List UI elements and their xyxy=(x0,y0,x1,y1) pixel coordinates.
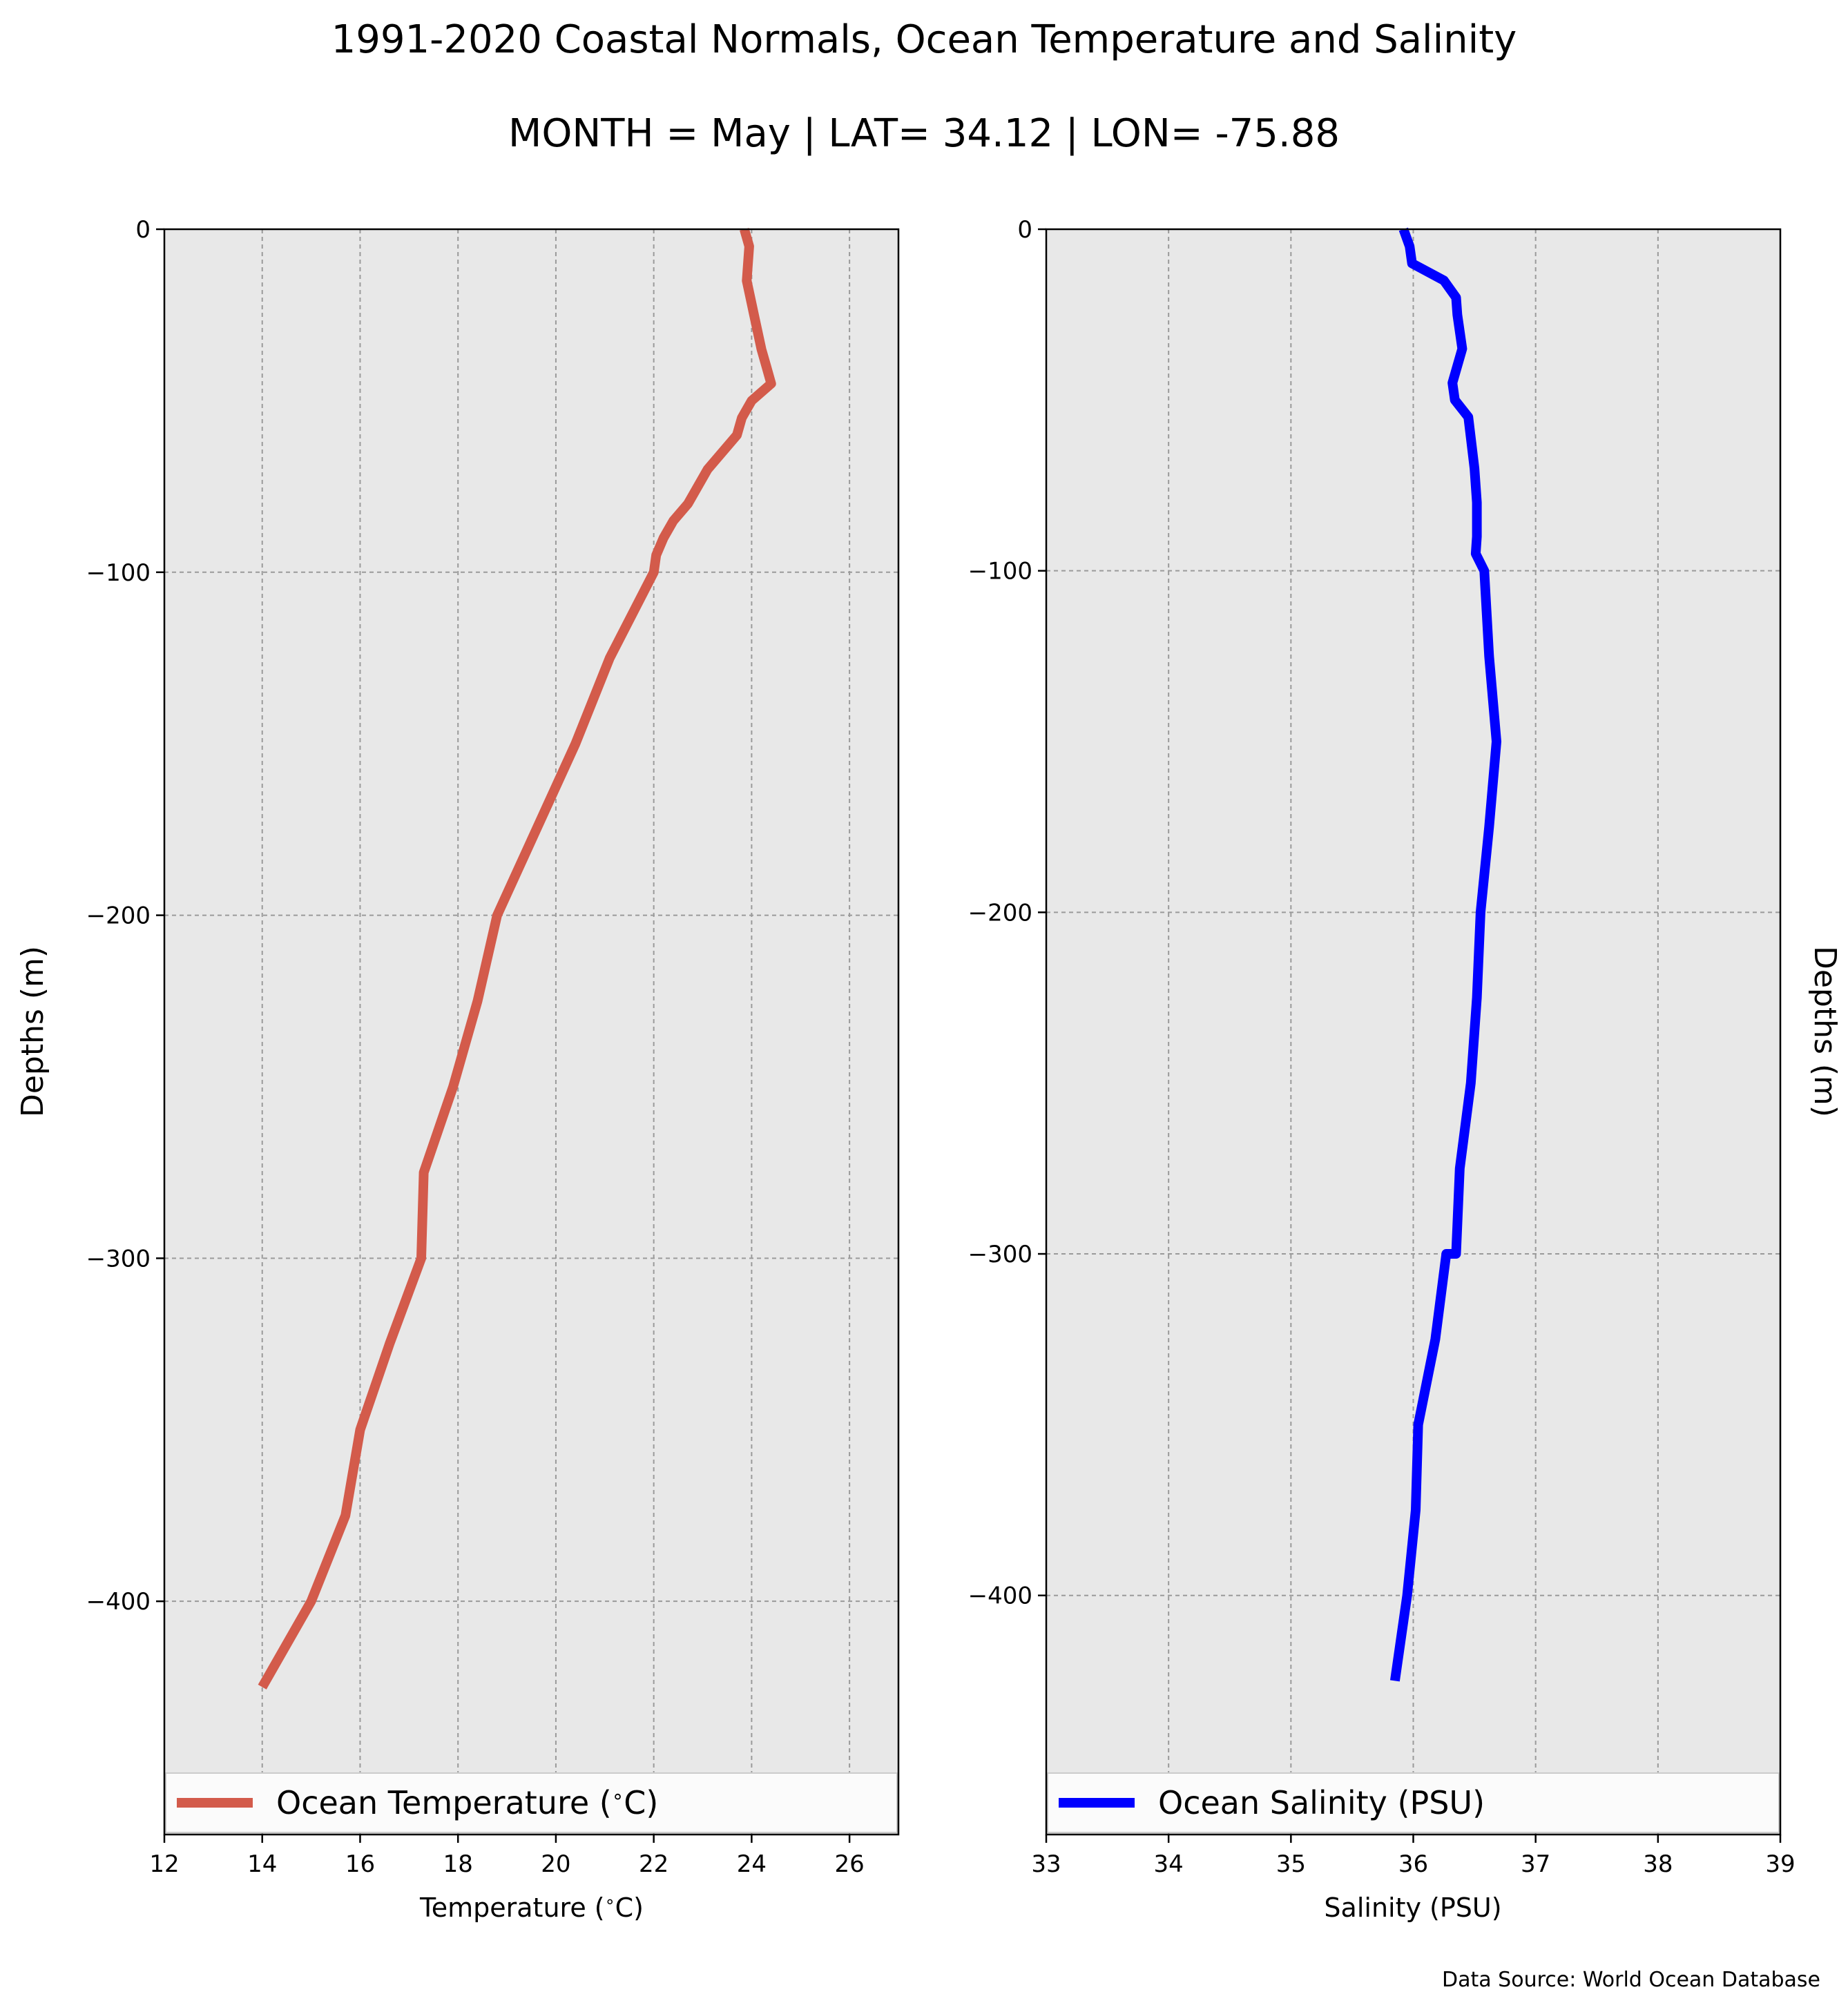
data-source-note: Data Source: World Ocean Database xyxy=(1442,1968,1820,1992)
salinity-y-tick-label: −200 xyxy=(968,899,1032,927)
salinity-y-tick-label: 0 xyxy=(1017,216,1032,244)
temperature-plot-area xyxy=(164,229,898,1835)
temperature-legend-degree: ∘ xyxy=(612,1785,624,1808)
temperature-x-tick-label: 22 xyxy=(639,1850,668,1878)
temperature-x-tick-label: 18 xyxy=(443,1850,473,1878)
salinity-panel: Ocean Salinity (PSU) 33 34 35 36 37 38 39 0 −100… xyxy=(968,216,1842,1923)
temperature-y-tick-label: −400 xyxy=(86,1588,151,1616)
figure-title: 1991-2020 Coastal Normals, Ocean Tempera… xyxy=(331,17,1517,62)
salinity-ticks: 33 34 35 36 37 38 39 0 −100 −200 −300 −400 xyxy=(968,216,1796,1878)
salinity-x-tick-label: 35 xyxy=(1276,1850,1306,1878)
temperature-x-tick-label: 12 xyxy=(149,1850,179,1878)
temperature-ticks: 12 14 16 18 20 22 24 26 0 −100 −200 −300 −400 xyxy=(86,216,865,1878)
temperature-x-label-text: Temperature ( xyxy=(419,1893,605,1923)
temperature-y-tick-label: −200 xyxy=(86,902,151,930)
temperature-y-tick-label: −100 xyxy=(86,559,151,587)
temperature-legend: Ocean Temperature (∘C) xyxy=(165,1772,898,1833)
salinity-x-tick-label: 33 xyxy=(1031,1850,1061,1878)
salinity-grid xyxy=(1046,229,1780,1835)
salinity-y-tick-label: −400 xyxy=(968,1583,1032,1610)
temperature-x-label-unit: C) xyxy=(615,1893,644,1923)
temperature-panel: Ocean Temperature (∘C) 12 14 16 18 20 22 24 260… xyxy=(15,216,900,1923)
temperature-x-label-degree: ∘ xyxy=(605,1892,615,1911)
salinity-y-tick-label: −300 xyxy=(968,1241,1032,1268)
salinity-legend: Ocean Salinity (PSU) xyxy=(1047,1772,1780,1833)
temperature-x-tick-label: 14 xyxy=(247,1850,277,1878)
salinity-x-tick-label: 39 xyxy=(1765,1850,1795,1878)
salinity-y-tick-label: −100 xyxy=(968,558,1032,586)
salinity-x-tick-label: 38 xyxy=(1643,1850,1673,1878)
salinity-legend-box xyxy=(1047,1772,1780,1833)
temperature-x-tick-label: 16 xyxy=(345,1850,375,1878)
salinity-x-label: Salinity (PSU) xyxy=(1324,1893,1501,1923)
temperature-series xyxy=(258,228,776,1690)
figure-subtitle: MONTH = May | LAT= 34.12 | LON= -75.88 xyxy=(508,111,1340,156)
temperature-axes-frame xyxy=(163,228,900,1836)
temperature-legend-label-text: Ocean Temperature ( xyxy=(276,1784,612,1821)
temperature-x-tick-label: 24 xyxy=(737,1850,767,1878)
salinity-x-tick-label: 37 xyxy=(1521,1850,1550,1878)
salinity-profile-line xyxy=(1389,227,1501,1682)
salinity-series xyxy=(1389,227,1501,1682)
salinity-x-tick-label: 34 xyxy=(1154,1850,1184,1878)
temperature-y-tick-label: 0 xyxy=(135,216,151,244)
salinity-y-label: Depths (m) xyxy=(1807,946,1842,1117)
salinity-x-tick-label: 36 xyxy=(1398,1850,1428,1878)
temperature-x-tick-label: 26 xyxy=(835,1850,865,1878)
temperature-legend-label-unit: C) xyxy=(624,1784,658,1821)
temperature-legend-label: Ocean Temperature (∘C) xyxy=(276,1784,658,1821)
temperature-x-label: Temperature (∘C) xyxy=(419,1892,644,1923)
salinity-plot-area xyxy=(1046,229,1780,1835)
temperature-profile-line xyxy=(258,228,776,1690)
temperature-grid xyxy=(164,229,898,1835)
temperature-x-tick-label: 20 xyxy=(541,1850,570,1878)
temperature-y-label: Depths (m) xyxy=(15,946,50,1117)
temperature-legend-box xyxy=(165,1772,898,1833)
temperature-y-tick-label: −300 xyxy=(86,1245,151,1273)
salinity-legend-label: Ocean Salinity (PSU) xyxy=(1158,1784,1485,1821)
